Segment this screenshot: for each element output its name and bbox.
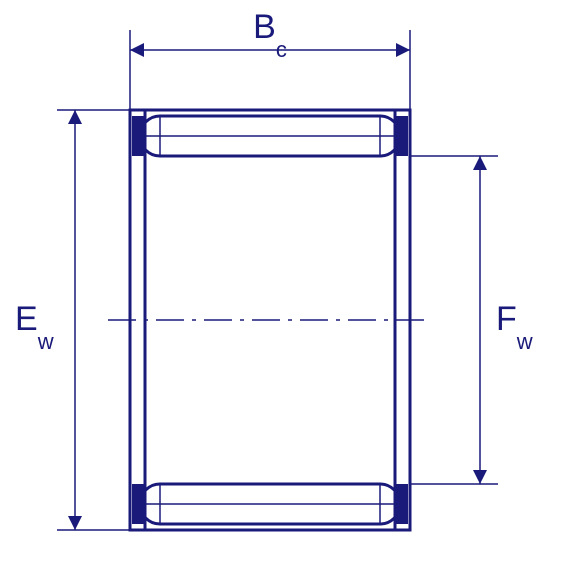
arrow-head bbox=[473, 470, 487, 484]
cage-block bbox=[132, 116, 145, 156]
arrow-head bbox=[130, 43, 144, 57]
dim-fw-label: Fw bbox=[496, 300, 533, 354]
cage-block bbox=[395, 484, 408, 524]
arrow-head bbox=[68, 516, 82, 530]
bearing-cross-section-diagram: Bc Ew Fw bbox=[0, 0, 578, 578]
arrow-head bbox=[396, 43, 410, 57]
arrow-head bbox=[68, 110, 82, 124]
cage-block bbox=[395, 116, 408, 156]
arrow-head bbox=[473, 156, 487, 170]
dim-bc-label: Bc bbox=[253, 8, 287, 62]
dim-ew-label: Ew bbox=[15, 300, 54, 354]
cage-block bbox=[132, 484, 145, 524]
